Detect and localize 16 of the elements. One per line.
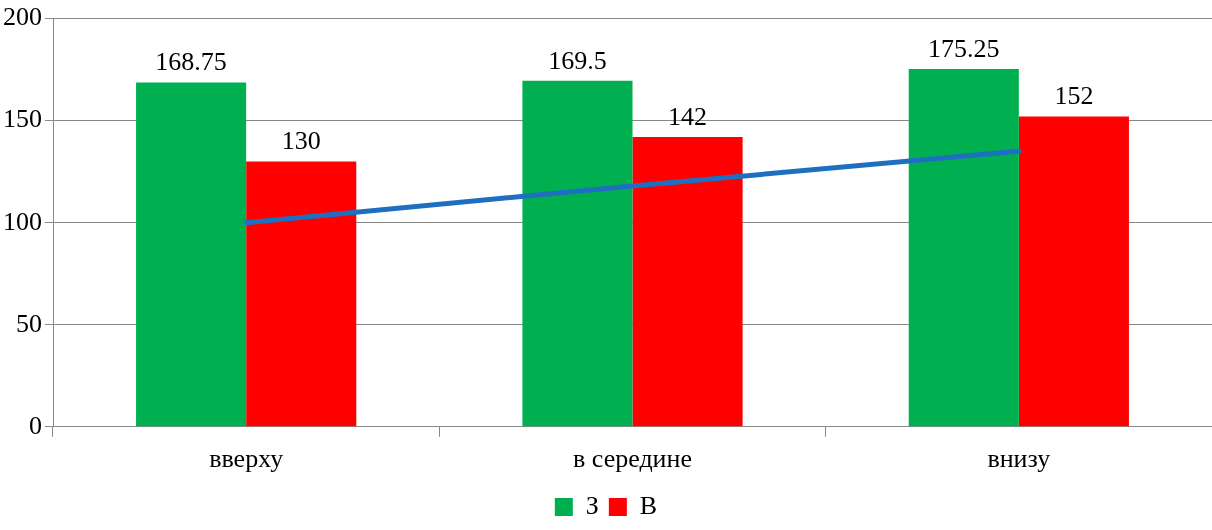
data-label: 152: [1054, 81, 1094, 111]
legend-label: В: [639, 490, 658, 520]
y-tick-label: 0: [29, 410, 42, 440]
data-label: 169.5: [548, 45, 607, 75]
legend-label: З: [585, 490, 599, 520]
x-tick-label: в середине: [573, 444, 692, 474]
y-tick-label: 50: [16, 308, 42, 338]
x-tick-label: вверху: [209, 444, 284, 474]
y-tick-label: 150: [3, 104, 42, 134]
x-tick-label: внизу: [987, 444, 1051, 474]
data-label: 130: [281, 126, 321, 156]
y-tick-label: 100: [3, 206, 42, 236]
data-label: 175.25: [928, 33, 1000, 63]
y-tick-label: 200: [3, 2, 42, 32]
data-label: 168.75: [155, 47, 227, 77]
data-label: 142: [668, 101, 708, 131]
